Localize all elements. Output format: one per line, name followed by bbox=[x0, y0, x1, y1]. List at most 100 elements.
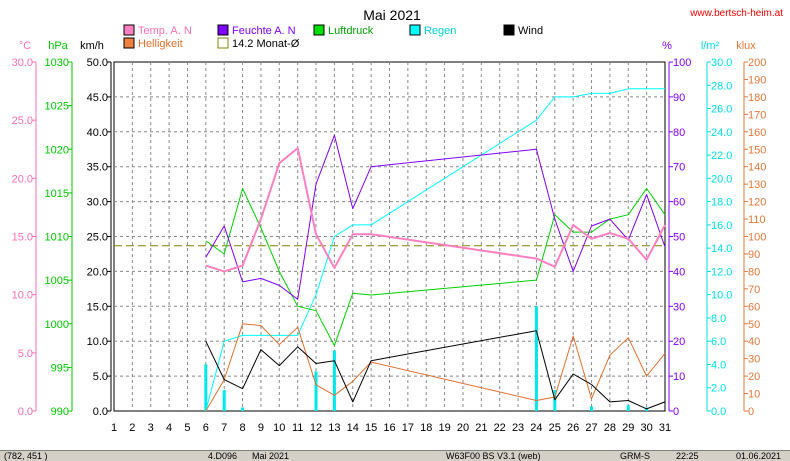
rain-tick-label: 28.0 bbox=[711, 80, 732, 92]
x-tick-label: 23 bbox=[512, 422, 524, 434]
wind-axis-title: km/h bbox=[80, 40, 104, 52]
legend-label: Luftdruck bbox=[328, 25, 374, 37]
hum-tick-label: 20 bbox=[673, 336, 685, 348]
x-tick-label: 27 bbox=[585, 422, 597, 434]
temp-tick-label: 10.0 bbox=[12, 290, 33, 302]
rain-tick-label: 24.0 bbox=[711, 127, 732, 139]
lux-tick-label: 30 bbox=[748, 354, 760, 366]
status-coords: (782, 451 ) bbox=[4, 451, 48, 461]
rain-tick-label: 2.0 bbox=[711, 383, 726, 395]
x-tick-label: 12 bbox=[310, 422, 322, 434]
status-count: 4.D096 bbox=[208, 451, 238, 461]
hum-tick-label: 30 bbox=[673, 301, 685, 313]
press-tick-label: 1030 bbox=[45, 57, 69, 69]
legend-swatch bbox=[217, 24, 229, 36]
x-tick-label: 15 bbox=[365, 422, 377, 434]
status-file: W63F00 BS V3.1 (web) bbox=[446, 451, 541, 461]
press-tick-label: 1010 bbox=[45, 232, 69, 244]
x-tick-label: 31 bbox=[659, 422, 671, 434]
press-axis-title: hPa bbox=[48, 40, 68, 52]
x-tick-label: 1 bbox=[111, 422, 117, 434]
x-tick-label: 10 bbox=[273, 422, 285, 434]
series-line bbox=[205, 147, 666, 273]
wind-tick-label: 35.0 bbox=[87, 162, 108, 174]
wind-tick-label: 20.0 bbox=[87, 266, 108, 278]
press-tick-label: 1015 bbox=[45, 188, 69, 200]
legend-label: Temp. A. N bbox=[138, 25, 192, 37]
press-tick-label: 1025 bbox=[45, 101, 69, 113]
x-tick-label: 20 bbox=[457, 422, 469, 434]
lux-tick-label: 70 bbox=[748, 284, 760, 296]
legend-label: Wind bbox=[518, 25, 543, 37]
lux-tick-label: 110 bbox=[748, 214, 766, 226]
legend-label: 14.2 Monat-Ø bbox=[232, 38, 300, 50]
x-tick-label: 14 bbox=[347, 422, 359, 434]
x-tick-label: 7 bbox=[221, 422, 227, 434]
website-link[interactable]: www.bertsch-heim.at bbox=[689, 8, 783, 19]
wind-tick-label: 0.0 bbox=[93, 406, 108, 418]
x-tick-label: 30 bbox=[641, 422, 653, 434]
series-line bbox=[205, 323, 666, 412]
temp-tick-label: 30.0 bbox=[12, 57, 33, 69]
wind-tick-label: 5.0 bbox=[93, 371, 108, 383]
x-tick-label: 26 bbox=[567, 422, 579, 434]
temp-tick-label: 15.0 bbox=[12, 232, 33, 244]
wind-tick-label: 30.0 bbox=[87, 197, 108, 209]
rain-tick-label: 0.0 bbox=[711, 406, 726, 418]
lux-tick-label: 90 bbox=[748, 249, 760, 261]
rain-axis-title: l/m² bbox=[701, 40, 720, 52]
lux-tick-label: 60 bbox=[748, 301, 760, 313]
series-line bbox=[205, 188, 666, 347]
lux-tick-label: 160 bbox=[748, 127, 766, 139]
temp-tick-label: 25.0 bbox=[12, 115, 33, 127]
lux-tick-label: 190 bbox=[748, 74, 766, 86]
rain-tick-label: 12.0 bbox=[711, 266, 732, 278]
x-tick-label: 4 bbox=[166, 422, 172, 434]
x-tick-label: 25 bbox=[549, 422, 561, 434]
lux-tick-label: 0 bbox=[748, 406, 754, 418]
wind-tick-label: 50.0 bbox=[87, 57, 108, 69]
x-tick-label: 8 bbox=[240, 422, 246, 434]
lux-tick-label: 40 bbox=[748, 336, 760, 348]
legend-swatch bbox=[123, 37, 135, 49]
series-line bbox=[205, 134, 666, 300]
rain-tick-label: 22.0 bbox=[711, 150, 732, 162]
rain-tick-label: 18.0 bbox=[711, 197, 732, 209]
lux-tick-label: 20 bbox=[748, 371, 760, 383]
lux-axis-title: klux bbox=[736, 40, 756, 52]
x-tick-label: 24 bbox=[530, 422, 542, 434]
lux-tick-label: 180 bbox=[748, 92, 766, 104]
status-date: 01.06.2021 bbox=[736, 451, 782, 461]
x-tick-label: 21 bbox=[475, 422, 487, 434]
temp-tick-label: 20.0 bbox=[12, 173, 33, 185]
hum-tick-label: 100 bbox=[673, 57, 691, 69]
x-tick-label: 16 bbox=[383, 422, 395, 434]
x-tick-label: 2 bbox=[129, 422, 135, 434]
lux-tick-label: 120 bbox=[748, 197, 766, 209]
status-bar: (782, 451 ) 4.D096 Mai 2021 W63F00 BS V3… bbox=[0, 450, 790, 461]
x-tick-label: 3 bbox=[148, 422, 154, 434]
temp-axis-title: °C bbox=[19, 40, 31, 52]
wind-tick-label: 25.0 bbox=[87, 232, 108, 244]
x-tick-label: 28 bbox=[604, 422, 616, 434]
hum-tick-label: 0 bbox=[673, 406, 679, 418]
rain-tick-label: 4.0 bbox=[711, 359, 726, 371]
hum-tick-label: 90 bbox=[673, 92, 685, 104]
lux-tick-label: 80 bbox=[748, 266, 760, 278]
x-tick-label: 5 bbox=[184, 422, 190, 434]
rain-tick-label: 8.0 bbox=[711, 313, 726, 325]
x-tick-label: 11 bbox=[292, 422, 303, 434]
x-tick-label: 18 bbox=[420, 422, 432, 434]
wind-tick-label: 45.0 bbox=[87, 92, 108, 104]
legend: Temp. A. N Feuchte A. N Luftdruck Regen Wind… bbox=[123, 24, 543, 50]
x-tick-label: 13 bbox=[328, 422, 340, 434]
rain-tick-label: 26.0 bbox=[711, 104, 732, 116]
lux-tick-label: 200 bbox=[748, 57, 766, 69]
hum-tick-label: 40 bbox=[673, 266, 685, 278]
hum-tick-label: 80 bbox=[673, 127, 685, 139]
rain-tick-label: 14.0 bbox=[711, 243, 732, 255]
status-period: Mai 2021 bbox=[252, 451, 290, 461]
press-tick-label: 1000 bbox=[45, 319, 69, 331]
x-tick-label: 17 bbox=[402, 422, 414, 434]
